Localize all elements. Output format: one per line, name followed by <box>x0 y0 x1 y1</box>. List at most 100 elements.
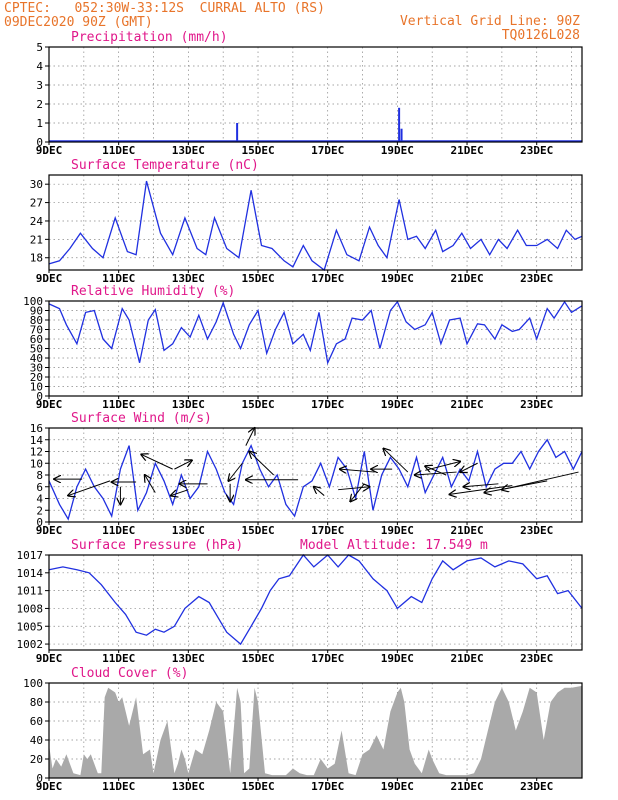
series-line <box>48 553 583 646</box>
y-tick-label: 90 <box>30 305 43 318</box>
y-tick-label: 6 <box>36 481 43 494</box>
x-tick-label: 13DEC <box>172 524 205 537</box>
x-tick-label: 17DEC <box>311 524 344 537</box>
header-model-id: TQ0126L028 <box>501 28 580 43</box>
x-tick-label: 13DEC <box>172 780 205 793</box>
x-tick-label: 9DEC <box>36 144 63 157</box>
y-tick-label: 10 <box>30 457 43 470</box>
panel-frame <box>48 554 583 651</box>
x-tick-label: 23DEC <box>520 780 553 793</box>
precip-bar <box>398 107 401 142</box>
y-tick-label: 18 <box>30 252 43 265</box>
y-tick-label: 1017 <box>17 549 44 562</box>
header-station: CPTEC: 052:30W-33:12S CURRAL ALTO (RS) <box>4 1 325 16</box>
x-tick-label: 13DEC <box>172 398 205 411</box>
x-tick-label: 9DEC <box>36 524 63 537</box>
model-altitude-label: Model Altitude: 17.549 m <box>300 538 488 553</box>
panel-title: Surface Wind (m/s) <box>71 411 212 426</box>
y-tick-label: 40 <box>30 734 43 747</box>
x-tick-label: 15DEC <box>241 398 274 411</box>
y-tick-label: 5 <box>36 41 43 54</box>
x-tick-label: 15DEC <box>241 272 274 285</box>
y-tick-label: 1 <box>36 117 43 130</box>
y-tick-label: 3 <box>36 79 43 92</box>
y-tick-label: 1008 <box>17 602 44 615</box>
wind-arrow <box>245 428 255 446</box>
y-tick-label: 40 <box>30 352 43 365</box>
wind-arrow <box>228 462 243 481</box>
panel-title: Precipitation (mm/h) <box>71 30 228 45</box>
y-tick-label: 10 <box>30 381 43 394</box>
wind-arrow <box>174 460 191 470</box>
y-tick-label: 14 <box>30 434 44 447</box>
x-tick-label: 19DEC <box>381 398 414 411</box>
x-tick-label: 17DEC <box>311 780 344 793</box>
x-tick-label: 17DEC <box>311 652 344 665</box>
wind-arrow <box>502 471 579 490</box>
y-tick-label: 0 <box>36 390 43 403</box>
panel-title: Relative Humidity (%) <box>71 284 235 299</box>
y-tick-label: 1011 <box>17 585 44 598</box>
y-tick-label: 2 <box>36 98 43 111</box>
x-tick-label: 19DEC <box>381 524 414 537</box>
y-tick-label: 4 <box>36 493 43 506</box>
y-tick-label: 20 <box>30 371 43 384</box>
x-tick-label: 11DEC <box>102 144 135 157</box>
wind-arrow <box>145 475 156 493</box>
y-tick-label: 27 <box>30 197 43 210</box>
y-tick-label: 30 <box>30 362 43 375</box>
y-tick-label: 80 <box>30 696 43 709</box>
y-tick-label: 50 <box>30 343 43 356</box>
y-tick-label: 0 <box>36 772 43 785</box>
panel-frame <box>48 300 583 397</box>
y-tick-label: 1014 <box>17 567 44 580</box>
x-tick-label: 23DEC <box>520 652 553 665</box>
y-tick-label: 2 <box>36 504 43 517</box>
y-tick-label: 8 <box>36 469 43 482</box>
x-tick-label: 21DEC <box>450 144 483 157</box>
x-tick-label: 17DEC <box>311 398 344 411</box>
wind-arrow <box>415 472 457 475</box>
panel-frame <box>48 46 583 143</box>
x-tick-label: 19DEC <box>381 272 414 285</box>
x-tick-label: 21DEC <box>450 524 483 537</box>
y-tick-label: 0 <box>36 136 43 149</box>
panel-title: Surface Pressure (hPa) <box>71 538 243 553</box>
x-tick-label: 19DEC <box>381 780 414 793</box>
x-tick-label: 9DEC <box>36 272 63 285</box>
wind-arrow <box>141 454 173 470</box>
y-tick-label: 30 <box>30 178 43 191</box>
y-tick-label: 80 <box>30 314 43 327</box>
x-tick-label: 23DEC <box>520 272 553 285</box>
x-tick-label: 13DEC <box>172 144 205 157</box>
wind-arrow <box>68 480 111 496</box>
wind-arrow <box>425 461 460 471</box>
x-tick-label: 23DEC <box>520 398 553 411</box>
x-tick-label: 19DEC <box>381 144 414 157</box>
y-tick-label: 12 <box>30 446 43 459</box>
series-line <box>48 300 583 365</box>
cloud-cover-area <box>49 685 582 778</box>
x-tick-label: 9DEC <box>36 780 63 793</box>
x-tick-label: 11DEC <box>102 780 135 793</box>
wind-arrow <box>460 462 478 472</box>
x-tick-label: 21DEC <box>450 272 483 285</box>
y-tick-label: 1002 <box>17 638 44 651</box>
y-tick-label: 70 <box>30 324 43 337</box>
precip-bar <box>400 128 403 142</box>
y-tick-label: 0 <box>36 516 43 529</box>
x-tick-label: 15DEC <box>241 144 274 157</box>
y-tick-label: 21 <box>30 233 43 246</box>
x-tick-label: 15DEC <box>241 780 274 793</box>
y-tick-label: 100 <box>23 295 43 308</box>
panel-frame <box>48 427 583 523</box>
x-tick-label: 21DEC <box>450 780 483 793</box>
x-tick-label: 19DEC <box>381 652 414 665</box>
y-tick-label: 60 <box>30 715 43 728</box>
wind-arrow <box>383 449 409 473</box>
x-tick-label: 15DEC <box>241 524 274 537</box>
x-tick-label: 23DEC <box>520 144 553 157</box>
header-grid-line: Vertical Grid Line: 90Z <box>399 14 580 29</box>
x-tick-label: 11DEC <box>102 272 135 285</box>
